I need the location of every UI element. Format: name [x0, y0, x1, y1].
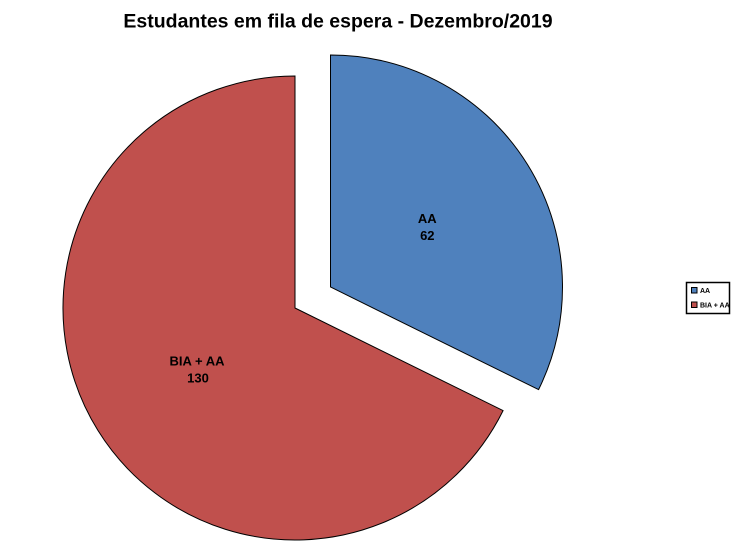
svg-text:Estudantes em fila de espera -: Estudantes em fila de espera - Dezembro/…	[123, 10, 552, 32]
svg-text:AA: AA	[700, 288, 710, 295]
svg-text:BIA + AA: BIA + AA	[169, 354, 225, 369]
svg-text:130: 130	[187, 371, 209, 386]
svg-text:AA: AA	[418, 211, 437, 226]
svg-text:BIA + AA: BIA + AA	[700, 303, 730, 310]
svg-text:62: 62	[420, 228, 434, 243]
